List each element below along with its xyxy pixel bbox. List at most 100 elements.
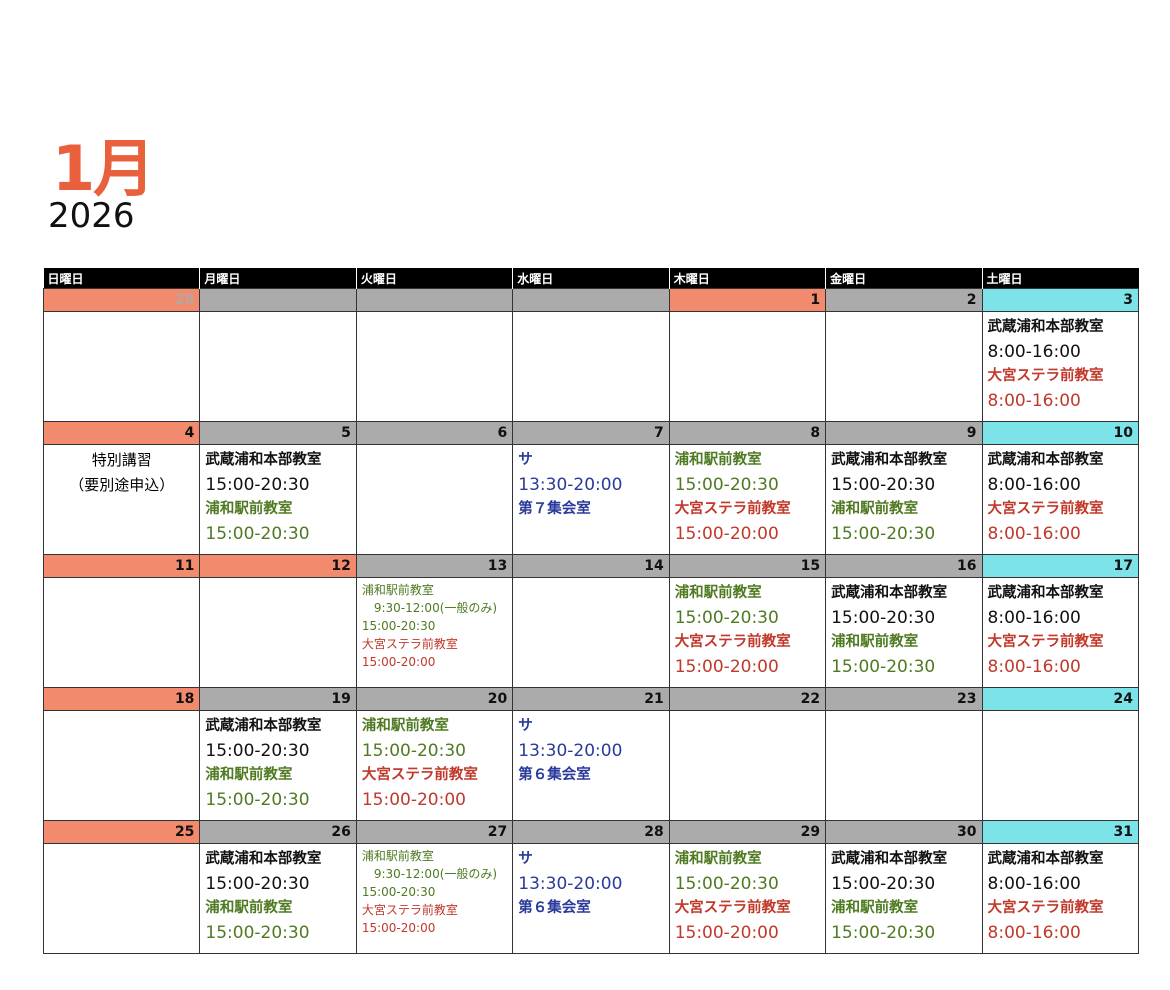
date-number: 12: [199, 554, 357, 578]
schedule-location: 浦和駅前教室: [674, 851, 762, 867]
schedule-location: 大宮ステラ前教室: [674, 501, 791, 517]
day-cell[interactable]: サ 13:30-20:00 第６集会室: [512, 710, 670, 821]
day-cell[interactable]: 武蔵浦和本部教室 15:00-20:30 浦和駅前教室 15:00-20:30: [199, 710, 357, 821]
day-cell[interactable]: 浦和駅前教室 9:30-12:00(一般のみ) 15:00-20:30 大宮ステラ前…: [355, 577, 514, 688]
schedule-time: 15:00-20:30: [205, 789, 310, 810]
schedule-row: 武蔵浦和本部教室 15:00-20:30 浦和駅前教室 15:00-20:30 浦和駅前…: [42, 710, 1140, 821]
weekday-label: 土曜日: [981, 268, 1139, 289]
date-number: 13: [355, 554, 514, 578]
date-row: 4 5 6 7 8 9 10: [42, 421, 1140, 445]
schedule-location: 武蔵浦和本部教室: [831, 452, 948, 468]
year-label: 2026: [48, 196, 135, 236]
schedule-row: 武蔵浦和本部教室 15:00-20:30 浦和駅前教室 15:00-20:30 浦和駅前…: [42, 843, 1140, 954]
schedule-location: 武蔵浦和本部教室: [987, 851, 1104, 867]
date-number: 22: [668, 687, 827, 711]
day-cell[interactable]: 浦和駅前教室 15:00-20:30 大宮ステラ前教室 15:00-20:00: [668, 577, 827, 688]
schedule-location: 大宮ステラ前教室: [987, 501, 1104, 517]
day-cell[interactable]: サ 13:30-20:00 第７集会室: [512, 444, 670, 555]
schedule-time: 8:00-16:00: [987, 922, 1081, 943]
day-cell[interactable]: 武蔵浦和本部教室 8:00-16:00 大宮ステラ前教室 8:00-16:00: [981, 843, 1140, 954]
schedule-location: 大宮ステラ前教室: [361, 767, 478, 783]
schedule-location: 浦和駅前教室: [831, 501, 919, 517]
weekday-label: 金曜日: [825, 268, 983, 289]
day-cell[interactable]: 武蔵浦和本部教室 15:00-20:30 浦和駅前教室 15:00-20:30: [825, 843, 983, 954]
day-cell[interactable]: [825, 311, 983, 422]
schedule-location: 武蔵浦和本部教室: [987, 319, 1104, 335]
schedule-location: 大宮ステラ前教室: [361, 637, 458, 651]
day-cell[interactable]: [512, 577, 670, 688]
day-cell[interactable]: サ 13:30-20:00 第６集会室: [512, 843, 670, 954]
date-number: 25: [42, 820, 201, 844]
schedule-time: 15:00-20:30: [674, 474, 779, 495]
date-number: 3: [981, 288, 1140, 312]
special-note: 特別講習: [91, 451, 152, 469]
day-cell[interactable]: 浦和駅前教室 15:00-20:30 大宮ステラ前教室 15:00-20:00: [668, 444, 827, 555]
schedule-location: 15:00-20:00: [361, 655, 436, 669]
day-cell[interactable]: [199, 577, 357, 688]
day-cell[interactable]: [668, 710, 827, 821]
date-number: 2: [825, 288, 983, 312]
schedule-location: 浦和駅前教室: [674, 452, 762, 468]
day-cell[interactable]: [199, 311, 357, 422]
schedule-location: 武蔵浦和本部教室: [205, 851, 322, 867]
schedule-time: 8:00-16:00: [987, 656, 1081, 677]
day-cell[interactable]: [355, 444, 514, 555]
schedule-time: 8:00-16:00: [987, 390, 1081, 411]
day-cell[interactable]: 武蔵浦和本部教室 15:00-20:30 浦和駅前教室 15:00-20:30: [825, 444, 983, 555]
schedule-time: 8:00-16:00: [987, 523, 1081, 544]
date-number: 5: [199, 421, 357, 445]
day-cell[interactable]: 武蔵浦和本部教室 8:00-16:00 大宮ステラ前教室 8:00-16:00: [981, 444, 1140, 555]
schedule-location: 大宮ステラ前教室: [361, 903, 458, 917]
schedule-time: 15:00-20:30: [831, 922, 936, 943]
day-cell[interactable]: 武蔵浦和本部教室 15:00-20:30 浦和駅前教室 15:00-20:30: [199, 444, 357, 555]
schedule-location: 浦和駅前教室: [205, 900, 293, 916]
day-cell[interactable]: 浦和駅前教室 15:00-20:30 大宮ステラ前教室 15:00-20:00: [668, 843, 827, 954]
day-cell[interactable]: 浦和駅前教室 15:00-20:30 大宮ステラ前教室 15:00-20:00: [355, 710, 514, 821]
day-cell[interactable]: [355, 311, 514, 422]
schedule-location: 浦和駅前教室: [361, 583, 434, 597]
date-number: 14: [512, 554, 670, 578]
day-cell[interactable]: [668, 311, 827, 422]
schedule-location: 大宮ステラ前教室: [987, 634, 1104, 650]
schedule-time: 15:00-20:00: [361, 789, 466, 810]
day-cell[interactable]: [42, 311, 201, 422]
date-number: 27: [355, 820, 514, 844]
date-number: 30: [825, 820, 983, 844]
day-cell[interactable]: 武蔵浦和本部教室 8:00-16:00 大宮ステラ前教室 8:00-16:00: [981, 311, 1140, 422]
schedule-location: 15:00-20:30: [361, 619, 436, 633]
day-cell[interactable]: [981, 710, 1140, 821]
day-cell[interactable]: 武蔵浦和本部教室 15:00-20:30 浦和駅前教室 15:00-20:30: [199, 843, 357, 954]
day-cell[interactable]: 浦和駅前教室 9:30-12:00(一般のみ) 15:00-20:30 大宮ステラ前…: [355, 843, 514, 954]
day-cell[interactable]: 武蔵浦和本部教室 8:00-16:00 大宮ステラ前教室 8:00-16:00: [981, 577, 1140, 688]
weekday-label: 火曜日: [355, 268, 513, 289]
day-cell[interactable]: [42, 710, 201, 821]
schedule-time: 15:00-20:00: [674, 922, 779, 943]
day-cell[interactable]: [825, 710, 983, 821]
date-number: 7: [512, 421, 670, 445]
date-number: [199, 288, 357, 312]
schedule-location: 浦和駅前教室: [831, 634, 919, 650]
day-cell[interactable]: 武蔵浦和本部教室 15:00-20:30 浦和駅前教室 15:00-20:30: [825, 577, 983, 688]
schedule-time: 15:00-20:30: [205, 740, 310, 761]
schedule-time: 13:30-20:00: [518, 740, 623, 761]
day-cell[interactable]: 特別講習 （要別途申込）: [42, 444, 201, 555]
schedule-location: 第６集会室: [518, 900, 591, 916]
day-cell[interactable]: [42, 843, 201, 954]
schedule-location: 9:30-12:00(一般のみ): [361, 867, 498, 881]
date-number: 8: [668, 421, 827, 445]
schedule-time: 15:00-20:30: [831, 656, 936, 677]
date-number: 4: [42, 421, 201, 445]
day-cell[interactable]: [42, 577, 201, 688]
schedule-time: 15:00-20:00: [674, 523, 779, 544]
schedule-location: 9:30-12:00(一般のみ): [361, 601, 498, 615]
weekday-label: 月曜日: [199, 268, 357, 289]
day-cell[interactable]: [512, 311, 670, 422]
schedule-location: 武蔵浦和本部教室: [205, 718, 322, 734]
schedule-location: 武蔵浦和本部教室: [831, 585, 948, 601]
schedule-time: 13:30-20:00: [518, 873, 623, 894]
schedule-location: 大宮ステラ前教室: [987, 900, 1104, 916]
date-number: 20: [355, 687, 514, 711]
schedule-row: 武蔵浦和本部教室 8:00-16:00 大宮ステラ前教室 8:00-16:00: [42, 311, 1140, 422]
month-title: 1月: [52, 132, 155, 205]
schedule-time: 15:00-20:30: [674, 607, 779, 628]
